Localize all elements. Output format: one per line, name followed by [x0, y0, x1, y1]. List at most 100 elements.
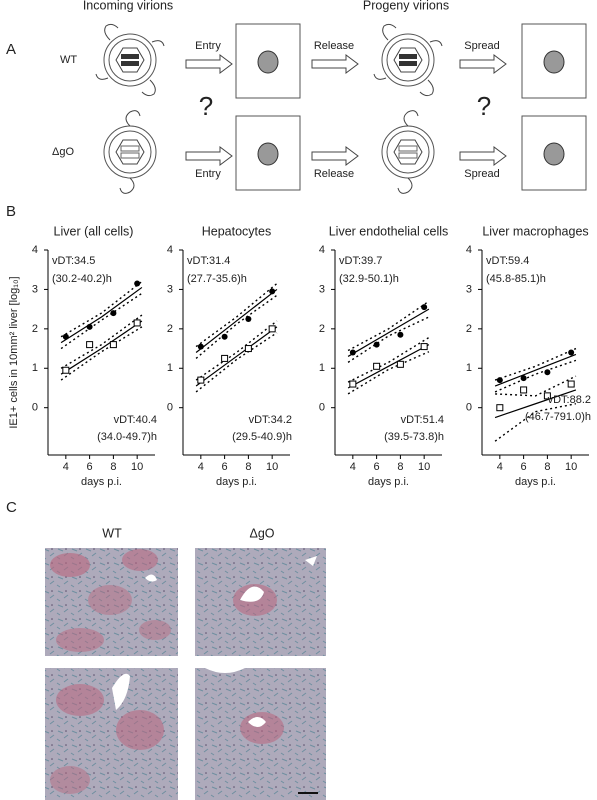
row-label: WT [60, 54, 77, 66]
annotation: vDT:40.4 [114, 414, 157, 426]
confidence-band [494, 347, 577, 381]
chart-title: Liver macrophages [482, 224, 588, 238]
x-tick-label: 4 [63, 461, 69, 473]
micrograph [45, 548, 178, 656]
column-label: ΔgO [249, 526, 274, 540]
point [396, 360, 404, 368]
y-tick-label: 3 [167, 283, 173, 295]
question-mark: ? [477, 91, 491, 121]
y-tick-label: 0 [32, 402, 38, 414]
point [496, 404, 504, 412]
point [496, 377, 503, 384]
point [62, 366, 70, 374]
point [568, 349, 575, 356]
heading: Progeny virions [363, 0, 449, 12]
annotation: (27.7-35.6)h [187, 273, 247, 285]
annotation: vDT:88.2 [548, 394, 591, 406]
point [221, 333, 228, 340]
fit-line [195, 326, 278, 387]
fit-line [60, 320, 143, 375]
point [244, 345, 252, 353]
fit-line [347, 308, 430, 357]
point [373, 341, 380, 348]
arrow [185, 146, 233, 166]
step-label: Entry [195, 40, 221, 52]
confidence-band [60, 292, 143, 350]
x-tick-label: 6 [222, 461, 228, 473]
point [221, 354, 229, 362]
y-tick-label: 2 [167, 323, 173, 335]
fit-line [195, 288, 278, 353]
confidence-band [495, 375, 577, 397]
cell [235, 115, 301, 191]
micrograph [45, 668, 178, 800]
arrow [311, 146, 359, 166]
fit-line [494, 353, 577, 387]
chart-title: Hepatocytes [202, 224, 271, 238]
step-label: Spread [464, 168, 499, 180]
y-tick-label: 4 [319, 244, 325, 256]
annotation: vDT:51.4 [401, 414, 444, 426]
point [420, 343, 428, 351]
step-label: Entry [195, 168, 221, 180]
annotation: vDT:39.7 [339, 255, 382, 267]
annotation: (29.5-40.9)h [232, 431, 292, 443]
x-tick-label: 6 [374, 461, 380, 473]
annotation: (32.9-50.1)h [339, 273, 399, 285]
arrow [459, 146, 507, 166]
cell [521, 23, 587, 99]
annotation: (45.8-85.1)h [486, 273, 546, 285]
x-tick-label: 10 [131, 461, 143, 473]
cell [235, 23, 301, 99]
x-tick-label: 8 [110, 461, 116, 473]
y-tick-label: 0 [319, 402, 325, 414]
panel-label: B [6, 203, 16, 220]
annotation: (46.7-791.0)h [525, 411, 591, 423]
x-tick-label: 8 [544, 461, 550, 473]
virion [381, 110, 435, 194]
micrograph [195, 668, 326, 800]
confidence-band [347, 336, 430, 383]
charts: Liver (all cells) days p.i. IE1+ cells in … [8, 224, 591, 488]
step-label: Spread [464, 40, 499, 52]
x-tick-label: 8 [245, 461, 251, 473]
point [349, 349, 356, 356]
point [544, 369, 551, 376]
x-tick-label: 4 [198, 461, 204, 473]
arrow [311, 54, 359, 74]
fit-line [60, 286, 143, 344]
x-tick-label: 4 [350, 461, 356, 473]
x-axis-label: days p.i. [81, 476, 122, 488]
x-axis-label: days p.i. [515, 476, 556, 488]
x-tick-label: 8 [397, 461, 403, 473]
panel-label: A [6, 41, 16, 58]
point [543, 392, 551, 400]
y-tick-label: 3 [466, 283, 472, 295]
point [86, 323, 93, 330]
heading: Incoming virions [83, 0, 173, 12]
point [421, 304, 428, 311]
question-mark: ? [199, 91, 213, 121]
point [567, 380, 575, 388]
y-tick-label: 4 [466, 244, 472, 256]
virion [103, 110, 157, 194]
y-tick-label: 1 [32, 362, 38, 374]
point [373, 362, 381, 370]
x-tick-label: 10 [266, 461, 278, 473]
x-tick-label: 10 [565, 461, 577, 473]
annotation: vDT:34.2 [249, 414, 292, 426]
x-tick-label: 4 [497, 461, 503, 473]
point [197, 376, 205, 384]
virion [373, 23, 443, 97]
point [86, 341, 94, 349]
annotation: vDT:34.5 [52, 255, 95, 267]
annotation: (34.0-49.7)h [97, 431, 157, 443]
confidence-band [494, 403, 577, 442]
point [197, 343, 204, 350]
confidence-band [195, 294, 278, 359]
row-label: ΔgO [52, 146, 74, 158]
confidence-band [60, 326, 143, 381]
x-tick-label: 10 [418, 461, 430, 473]
confidence-band [347, 316, 430, 363]
x-tick-label: 6 [87, 461, 93, 473]
